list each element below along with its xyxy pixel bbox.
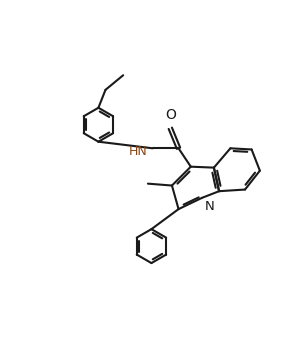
Text: HN: HN [129, 145, 147, 158]
Text: N: N [204, 200, 214, 213]
Text: O: O [165, 108, 176, 122]
